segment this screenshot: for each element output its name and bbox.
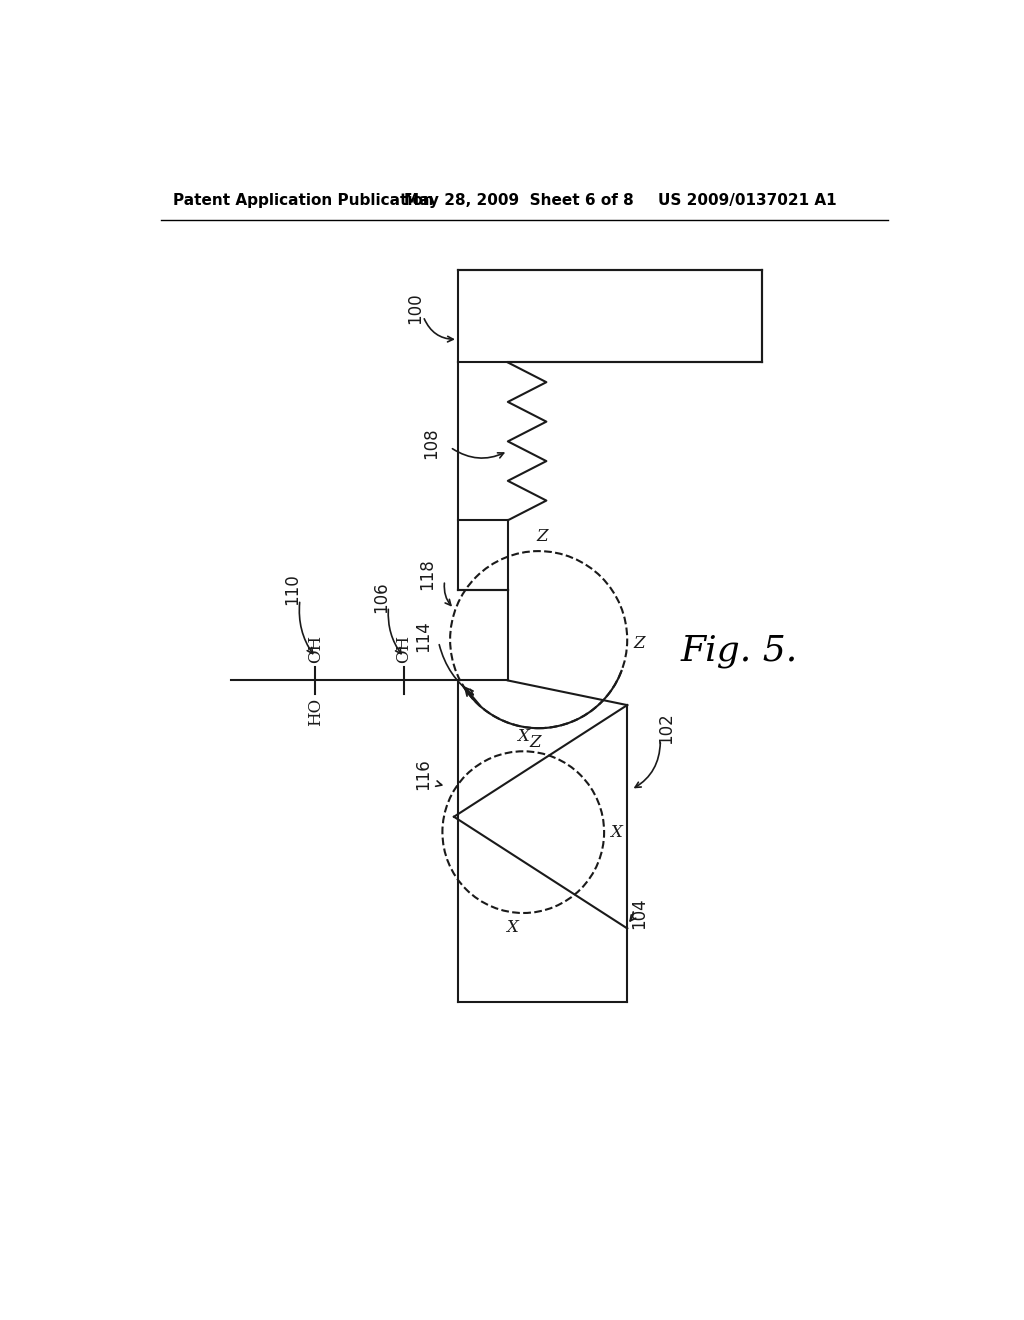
Text: Z: Z: [529, 734, 541, 751]
Text: 114: 114: [414, 620, 432, 652]
Text: Patent Application Publication: Patent Application Publication: [173, 193, 433, 209]
Text: OH: OH: [307, 635, 324, 663]
Text: Fig. 5.: Fig. 5.: [680, 634, 798, 668]
Text: May 28, 2009  Sheet 6 of 8: May 28, 2009 Sheet 6 of 8: [403, 193, 634, 209]
Text: 104: 104: [630, 898, 648, 929]
Text: 100: 100: [407, 293, 425, 325]
Text: X: X: [610, 824, 623, 841]
Text: HO: HO: [307, 698, 324, 726]
Text: US 2009/0137021 A1: US 2009/0137021 A1: [658, 193, 837, 209]
Text: 108: 108: [422, 428, 440, 459]
Text: 106: 106: [372, 582, 390, 612]
Text: X: X: [517, 729, 529, 744]
Text: 118: 118: [418, 558, 436, 590]
Text: 110: 110: [284, 574, 301, 606]
Text: 102: 102: [656, 713, 675, 744]
Text: Z: Z: [634, 635, 645, 652]
Text: OH: OH: [395, 635, 413, 663]
Text: 116: 116: [414, 759, 432, 791]
Text: Z: Z: [537, 528, 548, 545]
Text: X: X: [506, 919, 518, 936]
